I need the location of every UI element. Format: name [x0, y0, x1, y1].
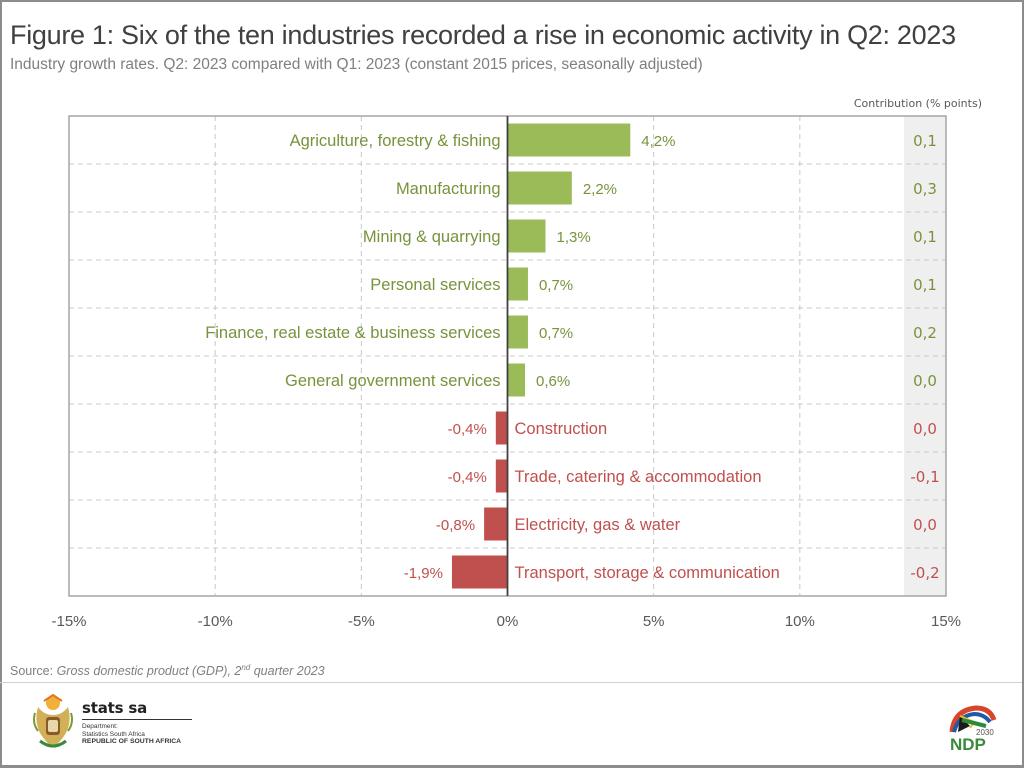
- footer-border: [0, 765, 1024, 768]
- bar: [495, 459, 508, 493]
- department-text: Department: Statistics South Africa REPU…: [82, 723, 182, 745]
- data-label: -0,4%: [448, 469, 487, 486]
- category-label: Personal services: [370, 276, 500, 294]
- x-tick-label: 5%: [643, 613, 665, 630]
- bar-chart: Agriculture, forestry & fishing 4,2% 0,1 Ma…: [51, 115, 961, 630]
- source-prefix: Source:: [10, 664, 57, 679]
- data-label: 0,6%: [536, 373, 570, 390]
- contribution-value: 0,0: [913, 516, 937, 534]
- data-label: -1,9%: [404, 565, 443, 582]
- contribution-value: 0,3: [913, 180, 937, 198]
- data-label: 0,7%: [539, 325, 573, 342]
- bar: [507, 219, 546, 253]
- data-label: -0,8%: [436, 517, 475, 534]
- category-label: Electricity, gas & water: [515, 516, 681, 534]
- chart-title: Figure 1: Six of the ten industries reco…: [10, 20, 956, 50]
- bar: [507, 267, 528, 301]
- data-label: 0,7%: [539, 277, 573, 294]
- ndp-2030-logo: 2030 NDP: [946, 702, 998, 754]
- bar: [507, 171, 572, 205]
- contribution-value: -0,2: [910, 564, 939, 582]
- category-label: Construction: [515, 420, 608, 438]
- bar: [484, 507, 508, 541]
- x-tick-label: -10%: [198, 613, 233, 630]
- contribution-value: -0,1: [910, 468, 939, 486]
- chart-subtitle: Industry growth rates. Q2: 2023 compared…: [10, 56, 703, 73]
- data-label: 2,2%: [583, 181, 617, 198]
- category-label: Mining & quarrying: [363, 228, 501, 246]
- org-name: stats sa: [82, 699, 147, 717]
- source-note: Source: Gross domestic product (GDP), 2n…: [10, 663, 325, 678]
- x-tick-label: 10%: [785, 613, 815, 630]
- bar: [507, 363, 526, 397]
- bar: [451, 555, 508, 589]
- contribution-value: 0,0: [913, 420, 937, 438]
- data-label: 1,3%: [557, 229, 591, 246]
- category-label: Finance, real estate & business services: [205, 324, 500, 342]
- contribution-value: 0,2: [913, 324, 937, 342]
- category-label: Trade, catering & accommodation: [515, 468, 762, 486]
- source-title: Gross domestic product (GDP), 2nd quarte…: [56, 663, 325, 679]
- data-label: 4,2%: [641, 133, 675, 150]
- x-tick-label: 0%: [497, 613, 519, 630]
- stats-sa-logo: stats sa Department: Statistics South Af…: [30, 693, 200, 753]
- contribution-value: 0,1: [913, 228, 937, 246]
- bar: [507, 315, 528, 349]
- x-tick-label: 15%: [931, 613, 961, 630]
- svg-text:NDP: NDP: [950, 735, 986, 754]
- category-label: Agriculture, forestry & fishing: [290, 132, 501, 150]
- coat-of-arms-icon: [33, 693, 73, 748]
- contribution-value: 0,0: [913, 372, 937, 390]
- bar: [495, 411, 508, 445]
- category-label: Manufacturing: [396, 180, 501, 198]
- contribution-header: Contribution (% points): [853, 97, 982, 110]
- svg-text:2030: 2030: [976, 728, 994, 737]
- ndp-flag-icon: 2030 NDP: [949, 705, 997, 754]
- org-rule: [82, 719, 192, 720]
- x-tick-label: -5%: [348, 613, 375, 630]
- x-tick-label: -15%: [51, 613, 86, 630]
- bar: [507, 123, 631, 157]
- footer-divider: [0, 682, 1022, 683]
- contribution-value: 0,1: [913, 132, 937, 150]
- category-label: General government services: [285, 372, 501, 390]
- contribution-value: 0,1: [913, 276, 937, 294]
- data-label: -0,4%: [448, 421, 487, 438]
- category-label: Transport, storage & communication: [515, 564, 780, 582]
